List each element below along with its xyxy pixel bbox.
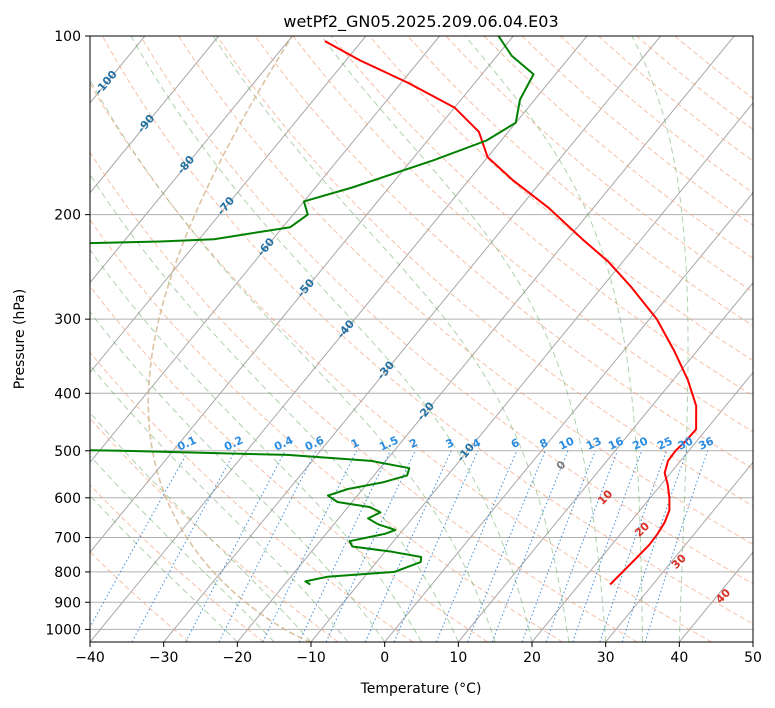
mixing-ratio-label: 16	[606, 434, 626, 452]
dry-adiabat	[90, 351, 414, 642]
background-lines	[90, 36, 753, 642]
x-axis-label: Temperature (°C)	[360, 681, 482, 697]
y-tick-label: 300	[54, 312, 81, 328]
moist-adiabat	[90, 311, 386, 642]
mixing-ratio-label: 10	[557, 434, 577, 452]
dry-adiabat	[101, 36, 753, 625]
isotherm-line	[90, 36, 367, 374]
isotherm-line	[605, 461, 753, 642]
mixing-ratio-label: 36	[697, 434, 717, 452]
x-tick-label: 10	[449, 650, 467, 666]
isotherm-line	[90, 36, 293, 284]
mixing-ratio-line	[521, 450, 596, 642]
mixing-ratio-label: 13	[584, 434, 603, 452]
axes: −40 −30 −20 −10 0 10 20 30 40 50 1000 900 800 700 600 5…	[45, 29, 762, 666]
moist-adiabat	[90, 494, 238, 642]
dry-adiabat	[90, 151, 638, 642]
dry-adiabat	[445, 36, 753, 293]
y-tick-label: 600	[54, 491, 81, 507]
moist-adiabat	[212, 36, 570, 642]
y-tick-label: 800	[54, 565, 81, 581]
isotherm-line	[457, 281, 753, 642]
y-tick-label: 400	[54, 386, 81, 402]
moist-adiabat	[90, 79, 496, 642]
x-tick-label: 20	[523, 650, 541, 666]
y-tick-label: 1000	[45, 622, 81, 638]
mixing-ratio-line	[131, 450, 236, 642]
dewpoint-profile-line	[90, 36, 535, 586]
moist-adiabat	[631, 36, 689, 642]
mixing-ratio-line	[545, 450, 618, 642]
y-tick-label: 500	[54, 444, 81, 460]
mixing-ratio-label: 30	[676, 434, 696, 452]
isotherm-line	[90, 36, 440, 464]
isotherm-line	[163, 36, 661, 642]
x-tick-label: −10	[296, 650, 326, 666]
dry-adiabat	[90, 218, 563, 642]
dry-adiabat	[90, 285, 488, 642]
x-tick-label: −20	[223, 650, 253, 666]
plot-frame	[89, 35, 754, 643]
moist-adiabat	[320, 36, 607, 642]
dry-adiabat	[178, 36, 753, 546]
x-tick-label: 0	[380, 650, 389, 666]
y-tick-label: 100	[54, 29, 81, 45]
y-tick-label: 700	[54, 531, 81, 547]
mixing-ratio-line	[599, 450, 667, 642]
dry-adiabat	[90, 551, 190, 642]
dry-adiabat	[140, 36, 753, 585]
mixing-ratio-line	[90, 450, 189, 629]
mixing-ratio-line	[644, 450, 709, 642]
mixing-ratio-line	[393, 450, 479, 642]
mixing-ratio-label: 20	[631, 434, 651, 452]
y-tick-label: 200	[54, 208, 81, 224]
data-lines	[90, 36, 698, 586]
dry-adiabat	[216, 36, 753, 507]
moist-adiabat	[464, 36, 643, 642]
isotherm-line	[90, 36, 514, 553]
reference-curve	[147, 36, 312, 642]
x-tick-label: 40	[670, 650, 688, 666]
y-axis-label: Pressure (hPa)	[12, 289, 28, 389]
dry-adiabat	[331, 36, 753, 397]
y-tick-label: 900	[54, 595, 81, 611]
dry-adiabat	[90, 417, 339, 642]
isotherm-line	[531, 371, 753, 642]
mixing-ratio-line	[435, 450, 518, 642]
x-tick-label: −40	[75, 650, 105, 666]
dry-adiabat	[90, 484, 264, 642]
x-tick-label: 30	[597, 650, 615, 666]
x-tick-label: 50	[744, 650, 762, 666]
mixing-ratio-label: 25	[655, 434, 674, 452]
mixing-ratio-line	[621, 450, 688, 642]
isotherm-line	[90, 36, 219, 194]
mixing-ratio-line	[491, 450, 569, 642]
moist-adiabat	[90, 364, 349, 642]
isotherm-line	[310, 102, 753, 642]
dry-adiabat	[90, 82, 712, 642]
mixing-ratio-line	[572, 450, 643, 642]
isotherm-line	[236, 36, 735, 642]
moist-adiabat	[130, 36, 533, 642]
temperature-profile-line	[324, 40, 698, 586]
chart-title: wetPf2_GN05.2025.209.06.04.E03	[283, 12, 558, 32]
dry-adiabat	[292, 36, 753, 433]
mixing-ratio-line	[467, 450, 546, 642]
x-tick-label: −30	[149, 650, 179, 666]
isotherm-line	[384, 192, 753, 642]
